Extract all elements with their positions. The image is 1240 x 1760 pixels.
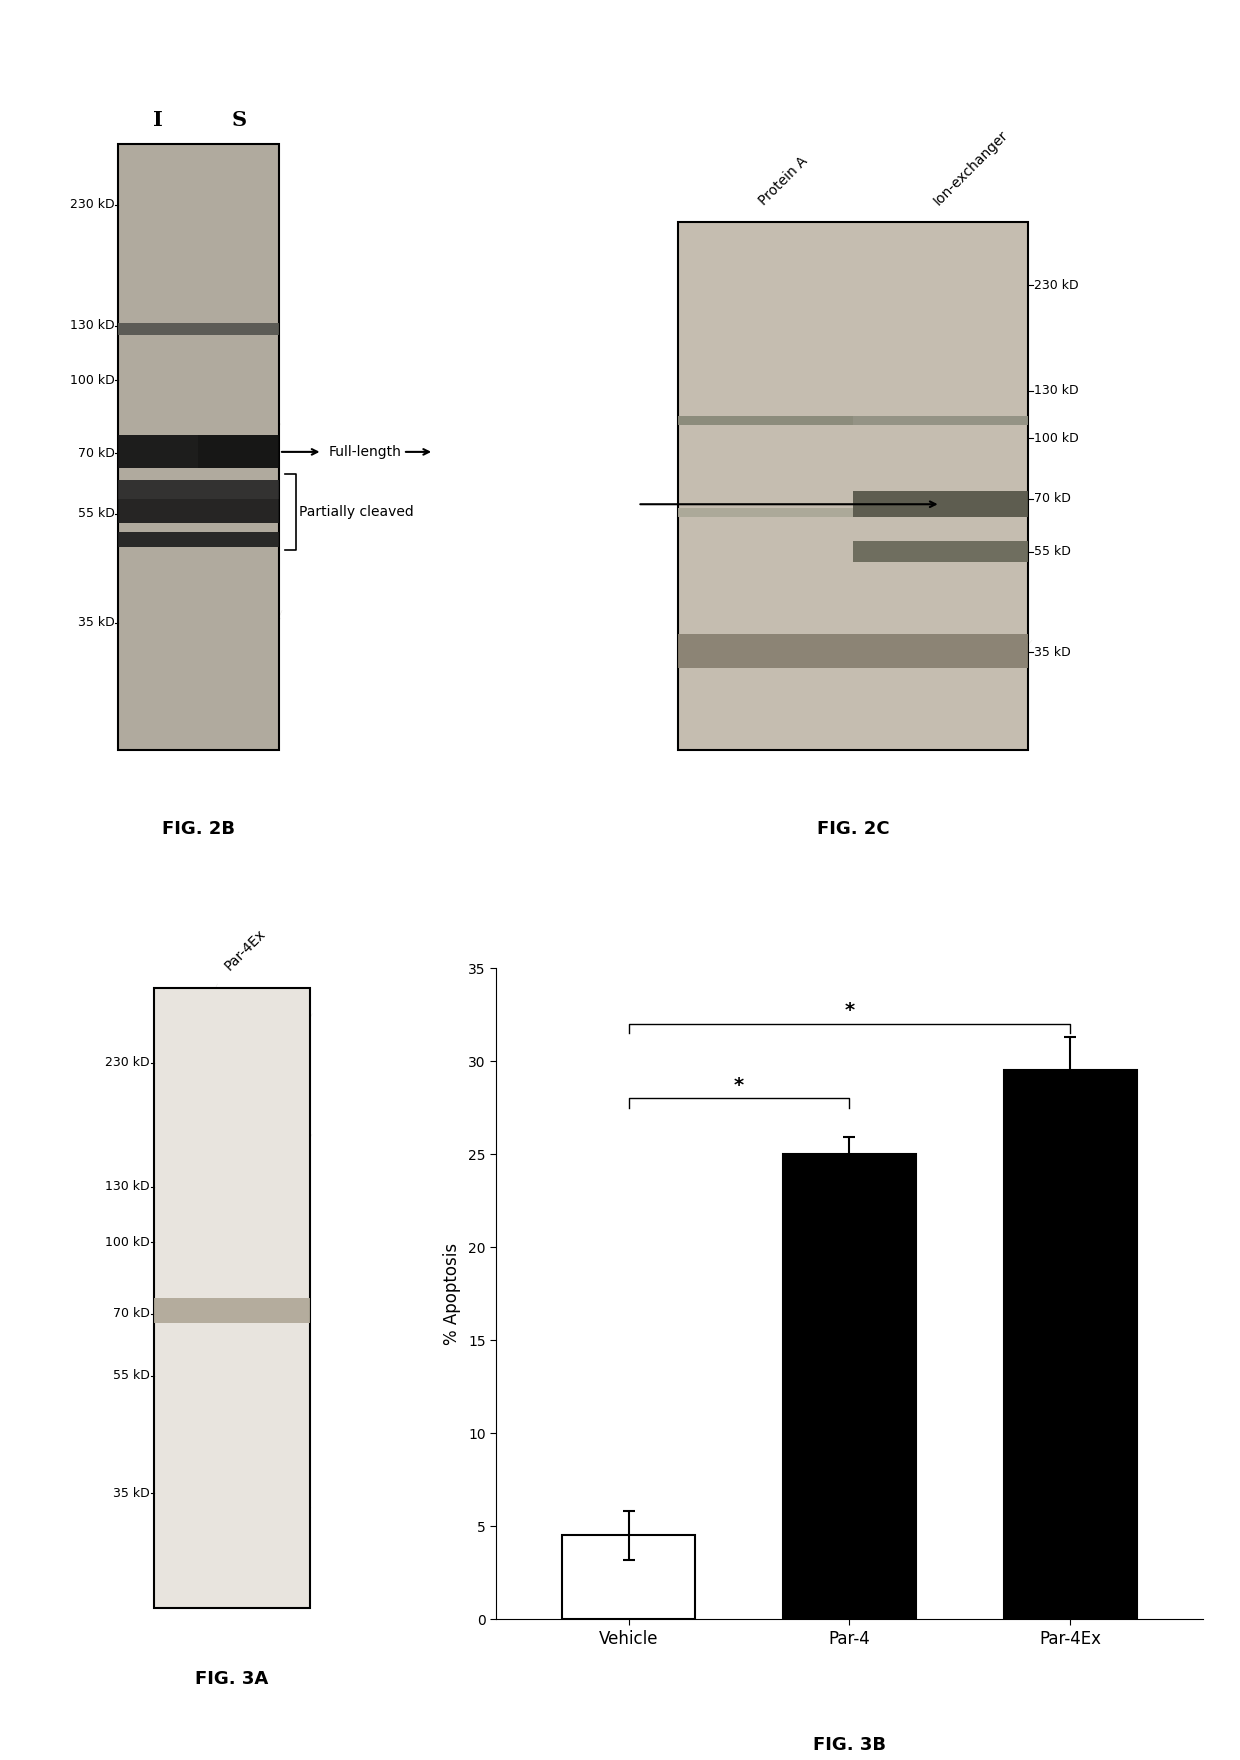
Bar [198,498,279,523]
Bar [784,1155,915,1619]
Text: Full-length: Full-length [329,445,402,459]
Bar [678,415,853,424]
Text: 55 kD: 55 kD [78,507,114,521]
Bar [678,509,853,517]
Text: 70 kD: 70 kD [1034,493,1070,505]
Text: I: I [154,111,162,130]
Text: S: S [231,111,247,130]
Text: 130 kD: 130 kD [71,320,114,333]
Bar [118,480,198,498]
Bar [118,322,198,334]
Text: 35 kD: 35 kD [78,616,114,628]
Bar [118,498,198,523]
Bar [562,1535,694,1619]
Text: 100 kD: 100 kD [69,373,114,387]
Text: *: * [844,1001,854,1021]
Bar [154,989,310,1609]
Bar [118,435,198,468]
Text: 230 kD: 230 kD [105,1056,150,1070]
Bar [198,480,279,498]
Text: 230 kD: 230 kD [1034,278,1079,292]
Text: 70 kD: 70 kD [78,447,114,459]
Text: 130 kD: 130 kD [105,1181,150,1193]
Text: 55 kD: 55 kD [113,1369,150,1382]
Bar [853,415,1028,424]
Text: *: * [734,1075,744,1095]
Text: 35 kD: 35 kD [1034,646,1070,658]
Text: 100 kD: 100 kD [105,1236,150,1250]
Text: Par-4Ex: Par-4Ex [222,926,269,973]
Text: Protein A: Protein A [756,153,810,208]
Text: 70 kD: 70 kD [113,1308,150,1320]
Text: Partially cleaved: Partially cleaved [299,505,414,519]
Text: FIG. 2B: FIG. 2B [162,820,234,838]
Bar [1004,1070,1137,1619]
Bar [198,435,279,468]
Text: 230 kD: 230 kD [71,199,114,211]
Bar [198,532,279,547]
Bar [118,144,279,750]
Bar [853,540,1028,561]
Y-axis label: % Apoptosis: % Apoptosis [443,1243,461,1345]
Text: Ion-exchanger: Ion-exchanger [931,128,1011,208]
Text: 55 kD: 55 kD [1034,546,1070,558]
Text: 100 kD: 100 kD [1034,431,1079,445]
Text: 130 kD: 130 kD [1034,384,1079,398]
Bar [678,634,1028,667]
Bar [118,532,198,547]
Bar [198,322,279,334]
Bar [853,491,1028,517]
Bar [154,1299,310,1324]
Text: FIG. 2C: FIG. 2C [817,820,889,838]
Bar [678,222,1028,750]
Text: FIG. 3A: FIG. 3A [195,1670,269,1688]
Text: FIG. 3B: FIG. 3B [813,1737,885,1755]
Text: 35 kD: 35 kD [113,1487,150,1500]
